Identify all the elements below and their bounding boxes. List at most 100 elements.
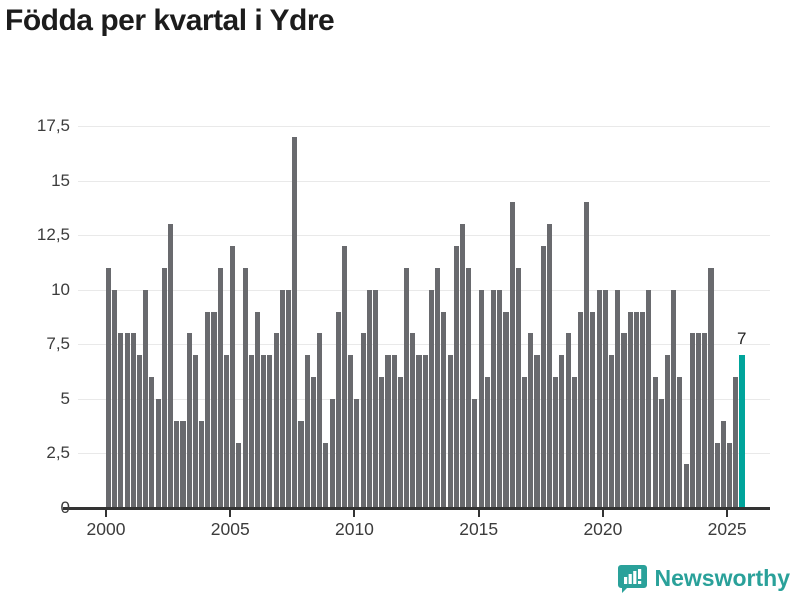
bar [609,355,615,508]
bar [646,289,652,508]
y-axis-tick-label: 7,5 [46,334,70,354]
bar [447,355,453,508]
bar [143,289,149,508]
bar [105,267,111,508]
gridline [78,344,770,346]
bar [174,420,180,508]
bar [217,267,223,508]
x-axis-tick-label: 2010 [334,519,374,539]
bar [478,289,484,508]
x-axis-tick [726,509,729,517]
x-axis-tick-label: 2005 [210,519,250,539]
bar [491,289,497,508]
bar [534,355,540,508]
bar [689,333,695,508]
bar [509,202,515,508]
bar [130,333,136,508]
bar [571,377,577,508]
x-axis-tick-label: 2025 [707,519,747,539]
newsworthy-icon [617,563,648,594]
bar [553,377,559,508]
bar [397,377,403,508]
bar [702,333,708,508]
bar [205,311,211,508]
bar [379,377,385,508]
bar [459,224,466,508]
bar [149,377,155,508]
x-axis-tick-label: 2000 [86,519,126,539]
bar [223,355,229,508]
plot-area: 7 [63,108,770,510]
bar [136,355,143,508]
y-axis-tick-label: 10 [51,279,70,299]
bar [484,377,490,508]
bar [112,289,118,508]
bar [577,311,584,508]
bar [708,267,714,508]
gridline [78,180,770,182]
bar [472,398,478,508]
bar [497,289,503,508]
bar [422,355,428,508]
bar [192,355,198,508]
y-axis-tick-label: 5 [60,388,70,408]
y-axis-tick-label: 2,5 [46,443,70,463]
bar [242,267,248,508]
bar [627,311,633,508]
chart-title: Födda per kvartal i Ydre [5,4,335,37]
bar [466,267,472,508]
bar [248,355,254,508]
bar [727,442,733,508]
bar [546,224,552,508]
bar [453,246,459,508]
bar [161,267,167,508]
newsworthy-logo[interactable]: Newsworthy [617,563,790,594]
bar [366,289,372,508]
bar [584,202,590,508]
bar [671,289,677,508]
x-axis-tick-label: 2020 [583,519,623,539]
bar [335,311,341,508]
bar [435,267,441,508]
bar [652,377,658,508]
bar [428,289,434,508]
last-value-label: 7 [737,329,747,349]
bar [441,311,447,508]
bar [168,224,174,508]
bar [683,464,689,508]
bar [602,289,608,508]
bar [590,311,596,508]
bar [540,246,546,508]
bar [528,333,534,508]
bar [621,333,627,508]
bar [186,333,192,508]
bar [515,267,521,508]
bar [633,311,639,508]
bar [199,420,205,508]
bar [230,246,236,508]
x-axis-tick [477,509,480,517]
x-axis-tick [353,509,356,517]
bar [267,355,273,508]
bar [695,333,702,508]
bar [341,246,348,508]
bar [261,355,267,508]
y-axis-tick-label: 15 [51,170,70,190]
gridline [78,125,770,127]
bar [124,333,130,508]
x-axis-tick-label: 2015 [459,519,499,539]
bar [286,289,292,508]
bar [615,289,621,508]
bar [360,333,366,508]
bar [677,377,683,508]
y-axis-tick-label: 12,5 [36,225,70,245]
bar [298,420,304,508]
newsworthy-brand-text: Newsworthy [654,565,790,591]
bar [664,355,671,508]
gridline [78,289,770,291]
y-axis-tick-label: 17,5 [36,115,70,135]
bar [292,136,298,508]
bar [118,333,124,508]
x-axis-tick [105,509,107,517]
